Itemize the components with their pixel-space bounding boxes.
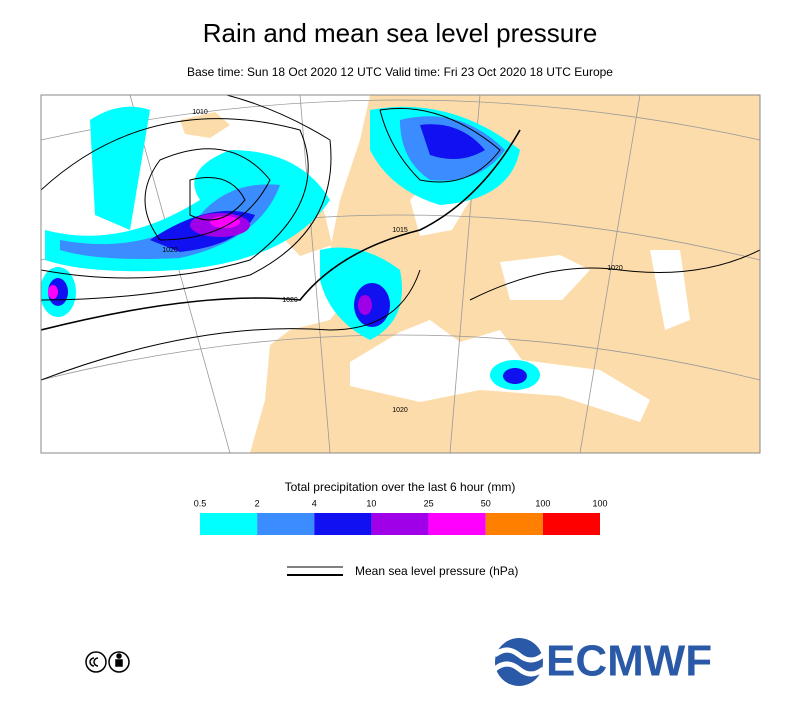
- legend-bound: 4: [312, 498, 317, 508]
- isobar-label: 1020: [162, 247, 178, 254]
- isobar-label: 1015: [392, 227, 408, 234]
- legend-bound: 25: [424, 498, 434, 508]
- isobars: [41, 95, 760, 381]
- legend-swatch: [428, 513, 486, 535]
- legend-bound: 10: [366, 498, 376, 508]
- legend-swatch: [542, 513, 600, 535]
- legend-bound: 100: [535, 498, 550, 508]
- isobar-label: 1020: [282, 297, 298, 304]
- legend-swatch: [200, 513, 258, 535]
- precipitation: [41, 106, 540, 390]
- isobar-label: 1020: [607, 265, 623, 272]
- legend-bound: 50: [481, 498, 491, 508]
- subtitle: Base time: Sun 18 Oct 2020 12 UTC Valid …: [187, 65, 613, 79]
- pressure-legend-label: Mean sea level pressure (hPa): [355, 564, 518, 578]
- legend-bound: 0.5: [194, 498, 207, 508]
- cc-icon: [85, 651, 130, 673]
- isobar-label: 1010: [192, 109, 208, 116]
- title: Rain and mean sea level pressure: [203, 18, 598, 48]
- legend-swatch: [485, 513, 543, 535]
- legend-swatch: [314, 513, 372, 535]
- legend-bound: 100: [592, 498, 607, 508]
- logo-text: ECMWF: [546, 637, 712, 686]
- isobar-label: 1020: [392, 407, 408, 414]
- legend-bound: 2: [255, 498, 260, 508]
- legend-swatch: [257, 513, 315, 535]
- legend-swatch: [371, 513, 429, 535]
- map: 1010 1020 1015 1020 1020 1020: [40, 94, 761, 454]
- ecmwf-logo: ECMWF: [493, 637, 712, 686]
- legend-title: Total precipitation over the last 6 hour…: [285, 480, 516, 494]
